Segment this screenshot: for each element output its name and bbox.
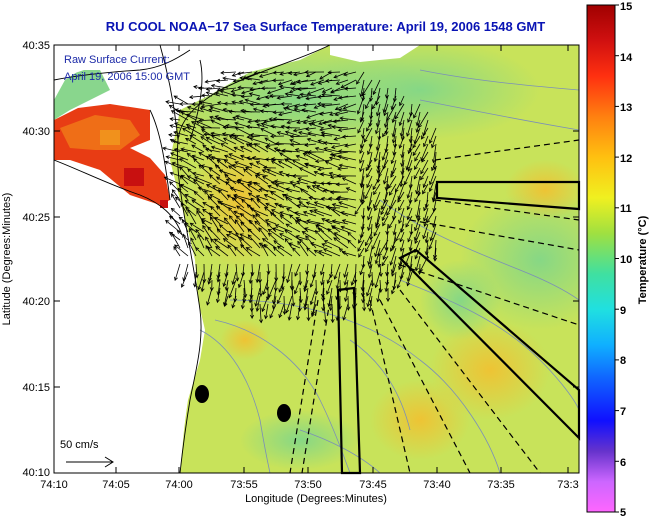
colorbar-label: Temperature (°C) (637, 215, 649, 304)
buoy-marker (195, 385, 209, 403)
colorbar (586, 4, 616, 513)
legend-line-1: Raw Surface Current: (64, 54, 170, 66)
scale-arrow (66, 456, 114, 468)
y-tick-label: 40:25 (22, 212, 50, 224)
x-axis-label: Longitude (Degrees:Minutes) (245, 493, 387, 505)
y-tick-label: 40:30 (22, 126, 50, 138)
surface-current-vectors (162, 70, 438, 324)
x-tick-label: 74:05 (102, 479, 130, 491)
y-axis-label: Latitude (Degrees:Minutes) (1, 193, 13, 326)
colorbar-tick-label: 15 (620, 1, 632, 13)
x-tick-label: 73:35 (487, 479, 515, 491)
axis-ticks (53, 44, 579, 474)
x-tick-labels: 74:10 74:05 74:00 73:55 73:50 73:45 73:4… (40, 479, 578, 491)
map-title: RU COOL NOAA−17 Sea Surface Temperature:… (105, 19, 546, 34)
colorbar-tick-labels: 5 6 7 8 9 10 11 12 13 14 15 (620, 1, 633, 519)
legend-line-2: April 19, 2006 15:00 GMT (64, 71, 190, 83)
colorbar-tick-label: 8 (620, 355, 626, 367)
colorbar-ticks (615, 4, 619, 513)
x-tick-label: 73:40 (423, 479, 451, 491)
colorbar-tick-label: 14 (620, 52, 633, 64)
colorbar-tick-label: 13 (620, 102, 632, 114)
x-tick-label: 73:3 (557, 479, 578, 491)
colorbar-tick-label: 12 (620, 153, 632, 165)
x-tick-label: 74:00 (165, 479, 193, 491)
colorbar-tick-label: 9 (620, 305, 626, 317)
scale-label: 50 cm/s (60, 439, 99, 451)
x-tick-label: 74:10 (40, 479, 68, 491)
y-tick-label: 40:10 (22, 467, 50, 479)
colorbar-tick-label: 5 (620, 507, 626, 519)
plot-frame (53, 44, 580, 474)
y-tick-label: 40:20 (22, 296, 50, 308)
colorbar-tick-label: 11 (620, 203, 632, 215)
x-tick-label: 73:50 (294, 479, 322, 491)
y-tick-labels: 40:35 40:30 40:25 40:20 40:15 40:10 (22, 40, 50, 479)
y-tick-label: 40:35 (22, 40, 50, 52)
buoy-marker (277, 404, 291, 422)
x-tick-label: 73:55 (230, 479, 258, 491)
x-tick-label: 73:45 (359, 479, 387, 491)
y-tick-label: 40:15 (22, 382, 50, 394)
colorbar-tick-label: 10 (620, 254, 632, 266)
colorbar-tick-label: 7 (620, 406, 626, 418)
colorbar-tick-label: 6 (620, 457, 626, 469)
sea-surface-temperature-field (54, 45, 579, 473)
